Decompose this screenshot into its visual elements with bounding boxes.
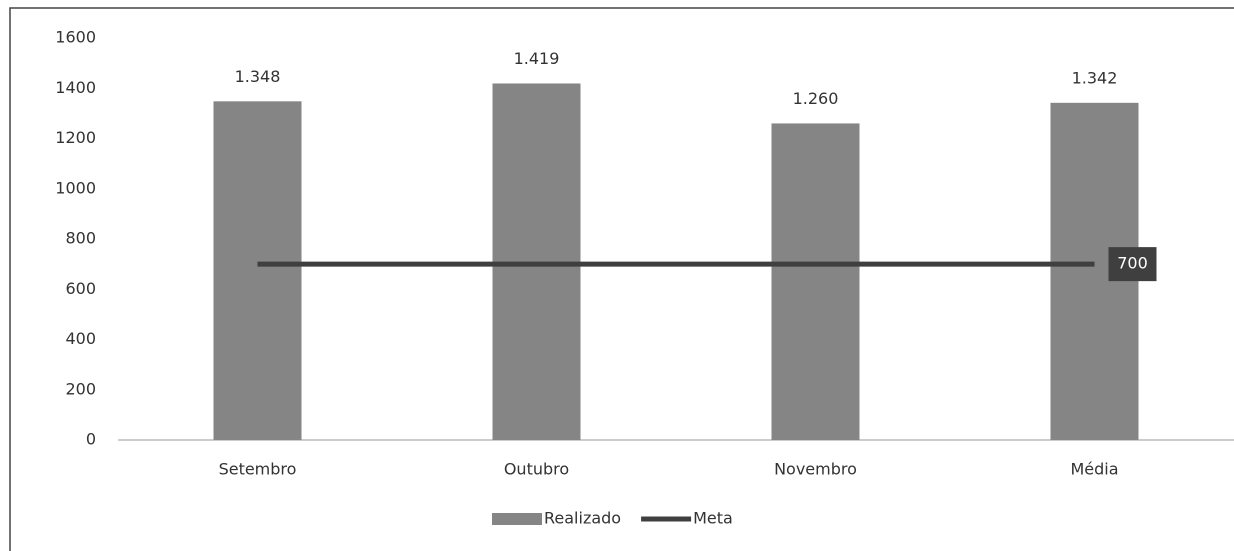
- legend-swatch: [492, 513, 542, 525]
- bar: [213, 101, 302, 440]
- y-tick-label: 800: [65, 229, 96, 248]
- legend-label: Meta: [693, 509, 733, 528]
- data-label: 1.342: [1072, 68, 1118, 87]
- data-label-box: [1108, 247, 1157, 282]
- data-label: 700: [1117, 254, 1148, 273]
- x-tick-label: Setembro: [219, 460, 297, 479]
- y-tick-label: 1400: [55, 78, 96, 97]
- y-tick-label: 400: [65, 329, 96, 348]
- y-tick-label: 200: [65, 379, 96, 398]
- data-label: 1.419: [514, 49, 560, 68]
- x-tick-label: Outubro: [504, 460, 569, 479]
- x-tick-label: Novembro: [774, 460, 857, 479]
- y-tick-label: 1600: [55, 28, 96, 47]
- y-tick-label: 1000: [55, 178, 96, 197]
- chart-frame: [9, 7, 1234, 551]
- y-tick-label: 600: [65, 279, 96, 298]
- data-label: 1.348: [235, 67, 281, 86]
- bar: [771, 123, 860, 441]
- x-tick-label: Média: [1070, 460, 1118, 479]
- data-label: 1.260: [793, 89, 839, 108]
- legend-label: Realizado: [544, 509, 621, 528]
- y-tick-label: 1200: [55, 128, 96, 147]
- y-tick-label: 0: [86, 430, 96, 449]
